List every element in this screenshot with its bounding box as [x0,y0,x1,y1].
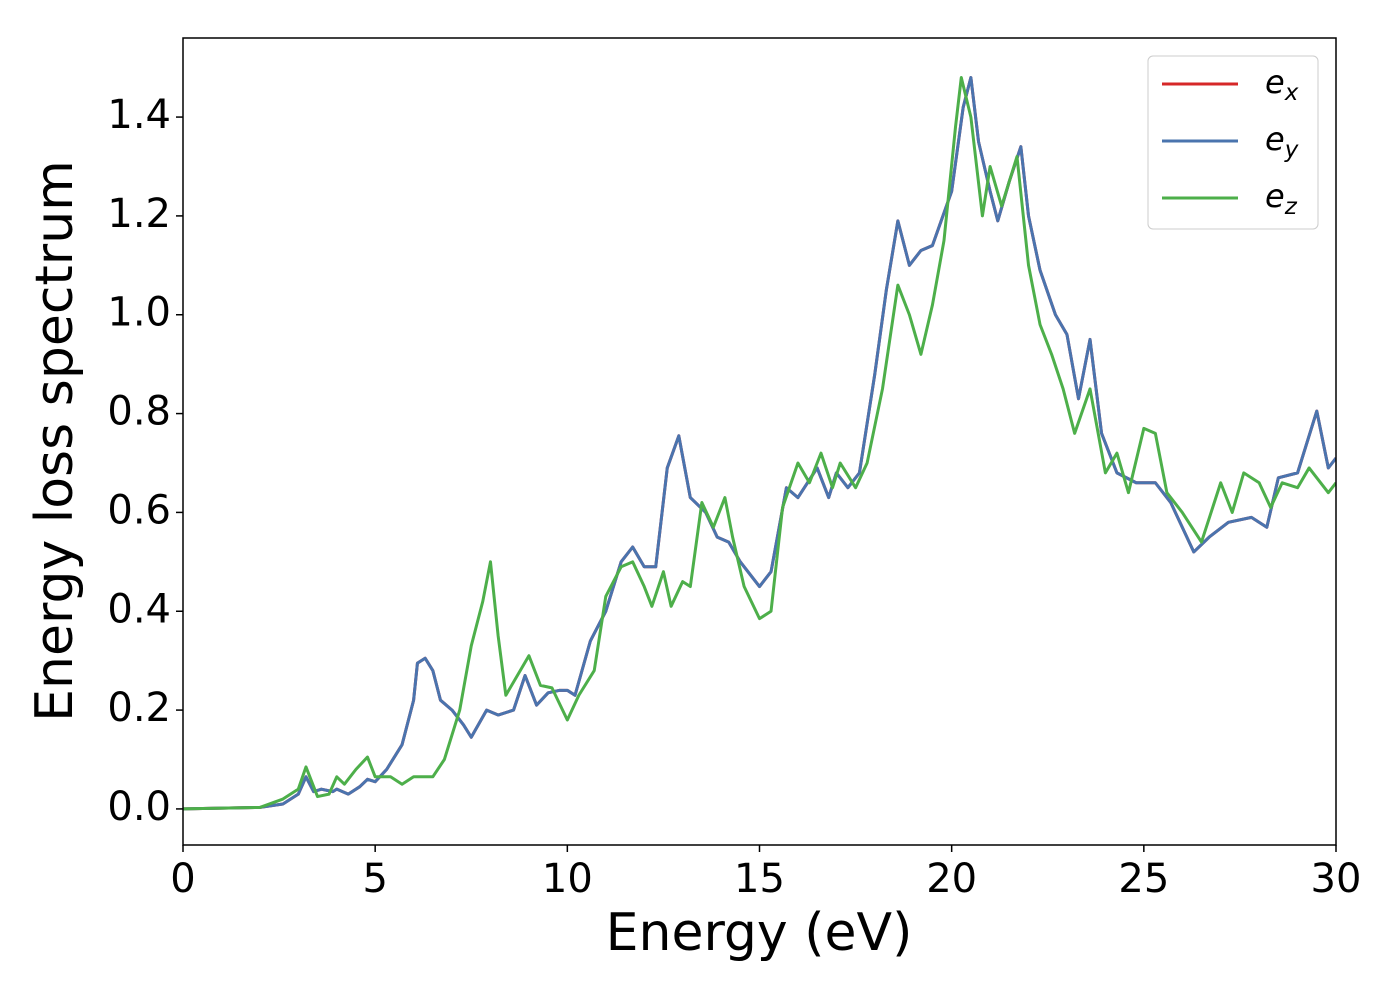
x-tick-label: 25 [1118,856,1169,902]
y-axis-label: Energy loss spectrum [25,160,85,722]
legend: ex ey ez [1147,55,1319,230]
x-tick-label: 5 [362,856,387,902]
x-tick-label: 30 [1311,856,1362,902]
x-tick-label: 0 [170,856,195,902]
y-tick-label: 0.6 [107,487,171,533]
y-tick-label: 0.0 [107,784,171,830]
y-tick-label: 0.4 [107,586,171,632]
x-axis-label: Energy (eV) [606,903,913,963]
legend-label: ez [1265,177,1298,220]
x-tick-label: 10 [542,856,593,902]
legend-label: ey [1265,120,1299,163]
line-series [183,76,1336,811]
x-tick-label: 20 [926,856,977,902]
y-tick-label: 1.0 [107,290,171,336]
line-series [183,76,1336,811]
legend-label: ex [1265,63,1299,106]
y-tick-label: 0.8 [107,389,171,435]
y-tick-label: 1.2 [107,191,171,237]
x-tick-label: 15 [734,856,785,902]
y-tick-label: 1.4 [107,92,171,138]
plot-area [183,76,1336,811]
y-tick-label: 0.2 [107,685,171,731]
